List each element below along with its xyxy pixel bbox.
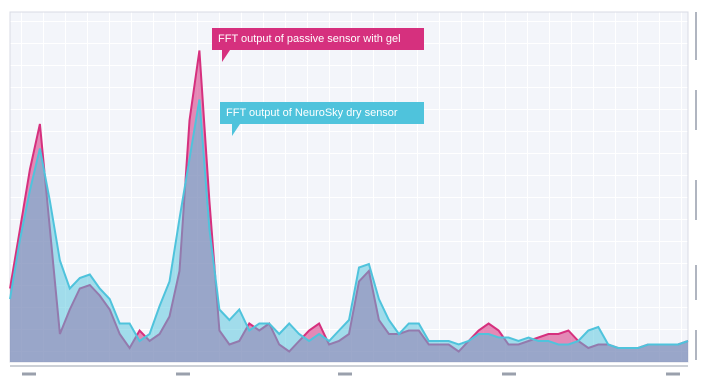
line xyxy=(9,99,689,349)
area xyxy=(10,99,688,362)
plot-area xyxy=(9,11,689,363)
x-axis-ticks xyxy=(10,365,688,376)
callout-box xyxy=(220,102,424,136)
legend-label: FFT output of NeuroSky dry sensor xyxy=(226,107,398,119)
callout-box xyxy=(212,28,424,62)
legend-callout: FFT output of NeuroSky dry sensor xyxy=(220,102,424,136)
legend-callout: FFT output of passive sensor with gel xyxy=(212,28,424,62)
legend-label: FFT output of passive sensor with gel xyxy=(218,33,401,45)
